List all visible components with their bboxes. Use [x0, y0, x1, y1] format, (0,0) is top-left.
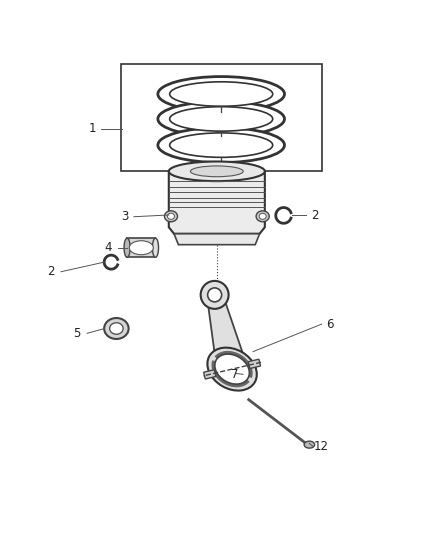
Ellipse shape	[110, 323, 123, 334]
Ellipse shape	[170, 133, 273, 157]
Bar	[121, 64, 321, 171]
Text: 7: 7	[230, 368, 238, 381]
Text: 5: 5	[74, 327, 81, 340]
Text: 3: 3	[121, 210, 129, 223]
Ellipse shape	[164, 211, 177, 222]
Ellipse shape	[167, 213, 174, 220]
Text: 2: 2	[311, 209, 319, 222]
Ellipse shape	[124, 238, 130, 257]
Polygon shape	[174, 234, 260, 245]
Text: 1: 1	[88, 123, 96, 135]
Ellipse shape	[152, 238, 159, 257]
Ellipse shape	[201, 281, 229, 309]
Polygon shape	[248, 359, 261, 368]
Ellipse shape	[129, 241, 153, 255]
Ellipse shape	[215, 354, 249, 384]
Ellipse shape	[158, 101, 285, 136]
Bar	[127, 238, 155, 257]
Ellipse shape	[158, 128, 285, 163]
Polygon shape	[169, 171, 265, 234]
Ellipse shape	[256, 211, 269, 222]
Text: 12: 12	[314, 440, 329, 453]
Text: 4: 4	[104, 241, 111, 254]
Ellipse shape	[158, 77, 285, 111]
Ellipse shape	[169, 161, 265, 181]
Text: 6: 6	[327, 318, 334, 330]
Ellipse shape	[208, 288, 222, 302]
Ellipse shape	[259, 213, 266, 220]
Ellipse shape	[207, 348, 257, 391]
Polygon shape	[207, 293, 247, 373]
Ellipse shape	[304, 441, 314, 448]
Ellipse shape	[170, 107, 273, 131]
Ellipse shape	[170, 82, 273, 106]
Ellipse shape	[104, 318, 129, 339]
Polygon shape	[204, 370, 216, 379]
Text: 2: 2	[47, 265, 55, 278]
Ellipse shape	[191, 166, 243, 177]
Bar	[104, 328, 129, 334]
